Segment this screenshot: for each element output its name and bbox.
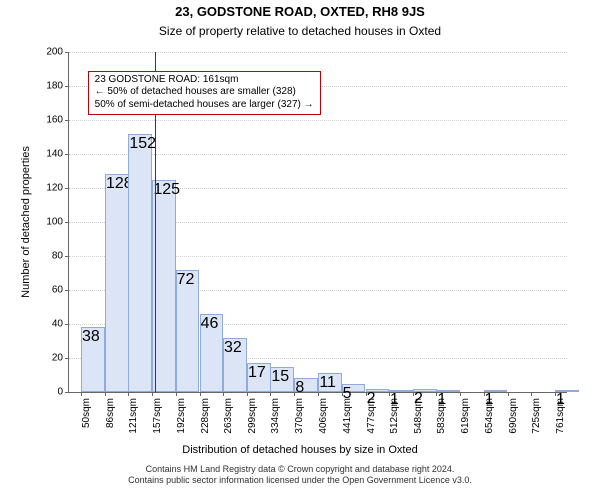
ytick-label: 120 — [46, 183, 69, 194]
histogram-bar: 2 — [413, 389, 437, 392]
xtick-mark — [531, 392, 532, 396]
xtick-mark — [223, 392, 224, 396]
footer-line: Contains HM Land Registry data © Crown c… — [0, 464, 600, 475]
xtick-label: 121sqm — [128, 398, 139, 434]
ytick-label: 180 — [46, 81, 69, 92]
xtick-label: 263sqm — [223, 398, 234, 434]
xtick-label: 192sqm — [176, 398, 187, 434]
chart-subtitle: Size of property relative to detached ho… — [0, 24, 600, 38]
ytick-label: 200 — [46, 47, 69, 58]
xtick-label: 619sqm — [460, 398, 471, 434]
annotation-line: 50% of semi-detached houses are larger (… — [95, 99, 314, 112]
chart-title: 23, GODSTONE ROAD, OXTED, RH8 9JS — [0, 4, 600, 19]
histogram-bar: 1 — [555, 390, 579, 392]
xtick-label: 406sqm — [318, 398, 329, 434]
histogram-bar: 1 — [484, 390, 508, 392]
histogram-bar: 128 — [105, 174, 129, 392]
histogram-bar: 32 — [223, 338, 247, 392]
histogram-bar: 8 — [294, 378, 318, 392]
xtick-mark — [460, 392, 461, 396]
xtick-label: 157sqm — [152, 398, 163, 434]
xtick-mark — [247, 392, 248, 396]
annotation-line: 23 GODSTONE ROAD: 161sqm — [95, 74, 314, 87]
xtick-label: 370sqm — [294, 398, 305, 434]
ytick-label: 140 — [46, 149, 69, 160]
xtick-mark — [128, 392, 129, 396]
xtick-label: 334sqm — [270, 398, 281, 434]
annotation-box: 23 GODSTONE ROAD: 161sqm← 50% of detache… — [88, 71, 321, 116]
histogram-bar: 11 — [318, 373, 342, 392]
xtick-mark — [105, 392, 106, 396]
annotation-line: ← 50% of detached houses are smaller (32… — [95, 86, 314, 99]
xtick-label: 228sqm — [200, 398, 211, 434]
xtick-label: 50sqm — [81, 398, 92, 428]
xtick-mark — [270, 392, 271, 396]
xtick-mark — [81, 392, 82, 396]
xtick-mark — [152, 392, 153, 396]
histogram-bar: 46 — [200, 314, 224, 392]
plot-area: 02040608010012014016018020050sqm86sqm121… — [68, 52, 567, 393]
ytick-label: 100 — [46, 217, 69, 228]
ytick-label: 60 — [52, 285, 69, 296]
ytick-label: 80 — [52, 251, 69, 262]
histogram-bar: 2 — [366, 389, 390, 392]
gridline — [69, 52, 567, 53]
histogram-bar: 15 — [270, 367, 294, 393]
xtick-label: 86sqm — [105, 398, 116, 428]
xtick-mark — [200, 392, 201, 396]
ytick-label: 0 — [57, 387, 69, 398]
xtick-mark — [508, 392, 509, 396]
histogram-bar: 152 — [128, 134, 152, 392]
xtick-mark — [176, 392, 177, 396]
ytick-label: 160 — [46, 115, 69, 126]
histogram-bar: 5 — [342, 384, 366, 393]
histogram-bar: 17 — [247, 363, 271, 392]
chart-footer: Contains HM Land Registry data © Crown c… — [0, 464, 600, 486]
y-axis-label: Number of detached properties — [20, 146, 32, 298]
xtick-label: 725sqm — [531, 398, 542, 434]
xtick-label: 299sqm — [247, 398, 258, 434]
xtick-label: 441sqm — [342, 398, 353, 434]
footer-line: Contains public sector information licen… — [0, 475, 600, 486]
xtick-mark — [318, 392, 319, 396]
x-axis-label: Distribution of detached houses by size … — [0, 444, 600, 456]
histogram-bar: 1 — [389, 390, 413, 392]
gridline — [69, 120, 567, 121]
xtick-label: 690sqm — [508, 398, 519, 434]
ytick-label: 20 — [52, 353, 69, 364]
histogram-bar: 72 — [176, 270, 200, 392]
histogram-bar: 38 — [81, 327, 105, 392]
ytick-label: 40 — [52, 319, 69, 330]
histogram-bar: 1 — [436, 390, 460, 392]
